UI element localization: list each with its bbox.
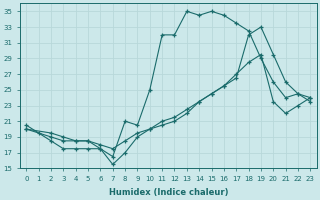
X-axis label: Humidex (Indice chaleur): Humidex (Indice chaleur) <box>108 188 228 197</box>
